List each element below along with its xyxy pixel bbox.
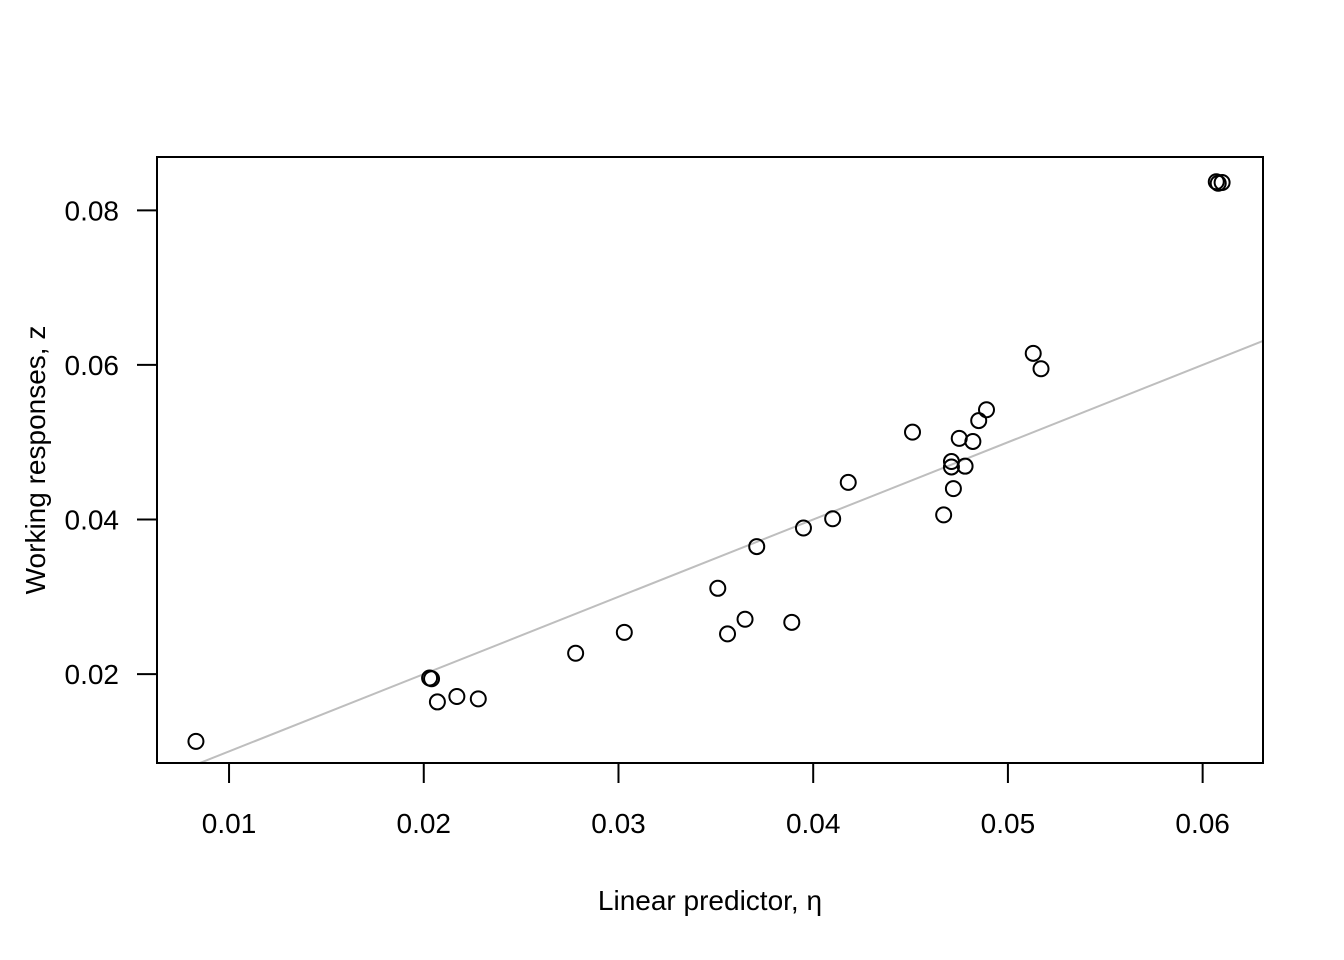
data-point [942, 458, 960, 476]
data-point [719, 625, 737, 643]
data-point [469, 690, 487, 708]
data-point [839, 473, 857, 491]
reference-line-layer [197, 340, 1263, 763]
x-axis: 0.01 0.02 0.03 0.04 0.05 0.06 [202, 762, 1230, 839]
data-point [794, 519, 812, 537]
data-point [448, 688, 466, 706]
x-axis-title: Linear predictor, η [598, 885, 822, 916]
data-point [748, 538, 766, 556]
data-point [709, 579, 727, 597]
data-point [736, 610, 754, 628]
data-points-layer [187, 173, 1231, 750]
data-point [423, 670, 441, 688]
data-point [1213, 174, 1231, 192]
x-tick-label: 0.03 [591, 808, 646, 839]
data-point [904, 423, 922, 441]
data-point [964, 432, 982, 450]
data-point [1032, 360, 1050, 378]
x-tick-label: 0.02 [397, 808, 452, 839]
x-tick-label: 0.04 [786, 808, 841, 839]
data-point [935, 506, 953, 524]
x-tick-label: 0.05 [981, 808, 1036, 839]
y-axis: 0.02 0.04 0.06 0.08 [65, 195, 158, 690]
data-point [428, 693, 446, 711]
y-tick-label: 0.08 [65, 195, 120, 226]
data-point [824, 510, 842, 528]
data-point [956, 457, 974, 475]
data-point [567, 644, 585, 662]
x-tick-label: 0.06 [1175, 808, 1230, 839]
y-axis-title: Working responses, z [20, 326, 51, 595]
data-point [783, 613, 801, 631]
data-point [978, 401, 995, 419]
data-point [944, 480, 962, 498]
reference-line [197, 340, 1263, 763]
y-tick-label: 0.06 [65, 350, 120, 381]
x-tick-label: 0.01 [202, 808, 257, 839]
data-point [1207, 173, 1225, 191]
y-tick-label: 0.02 [65, 659, 120, 690]
data-point [187, 732, 205, 750]
y-tick-label: 0.04 [65, 505, 120, 536]
data-point [615, 623, 633, 641]
data-point [1024, 344, 1042, 362]
